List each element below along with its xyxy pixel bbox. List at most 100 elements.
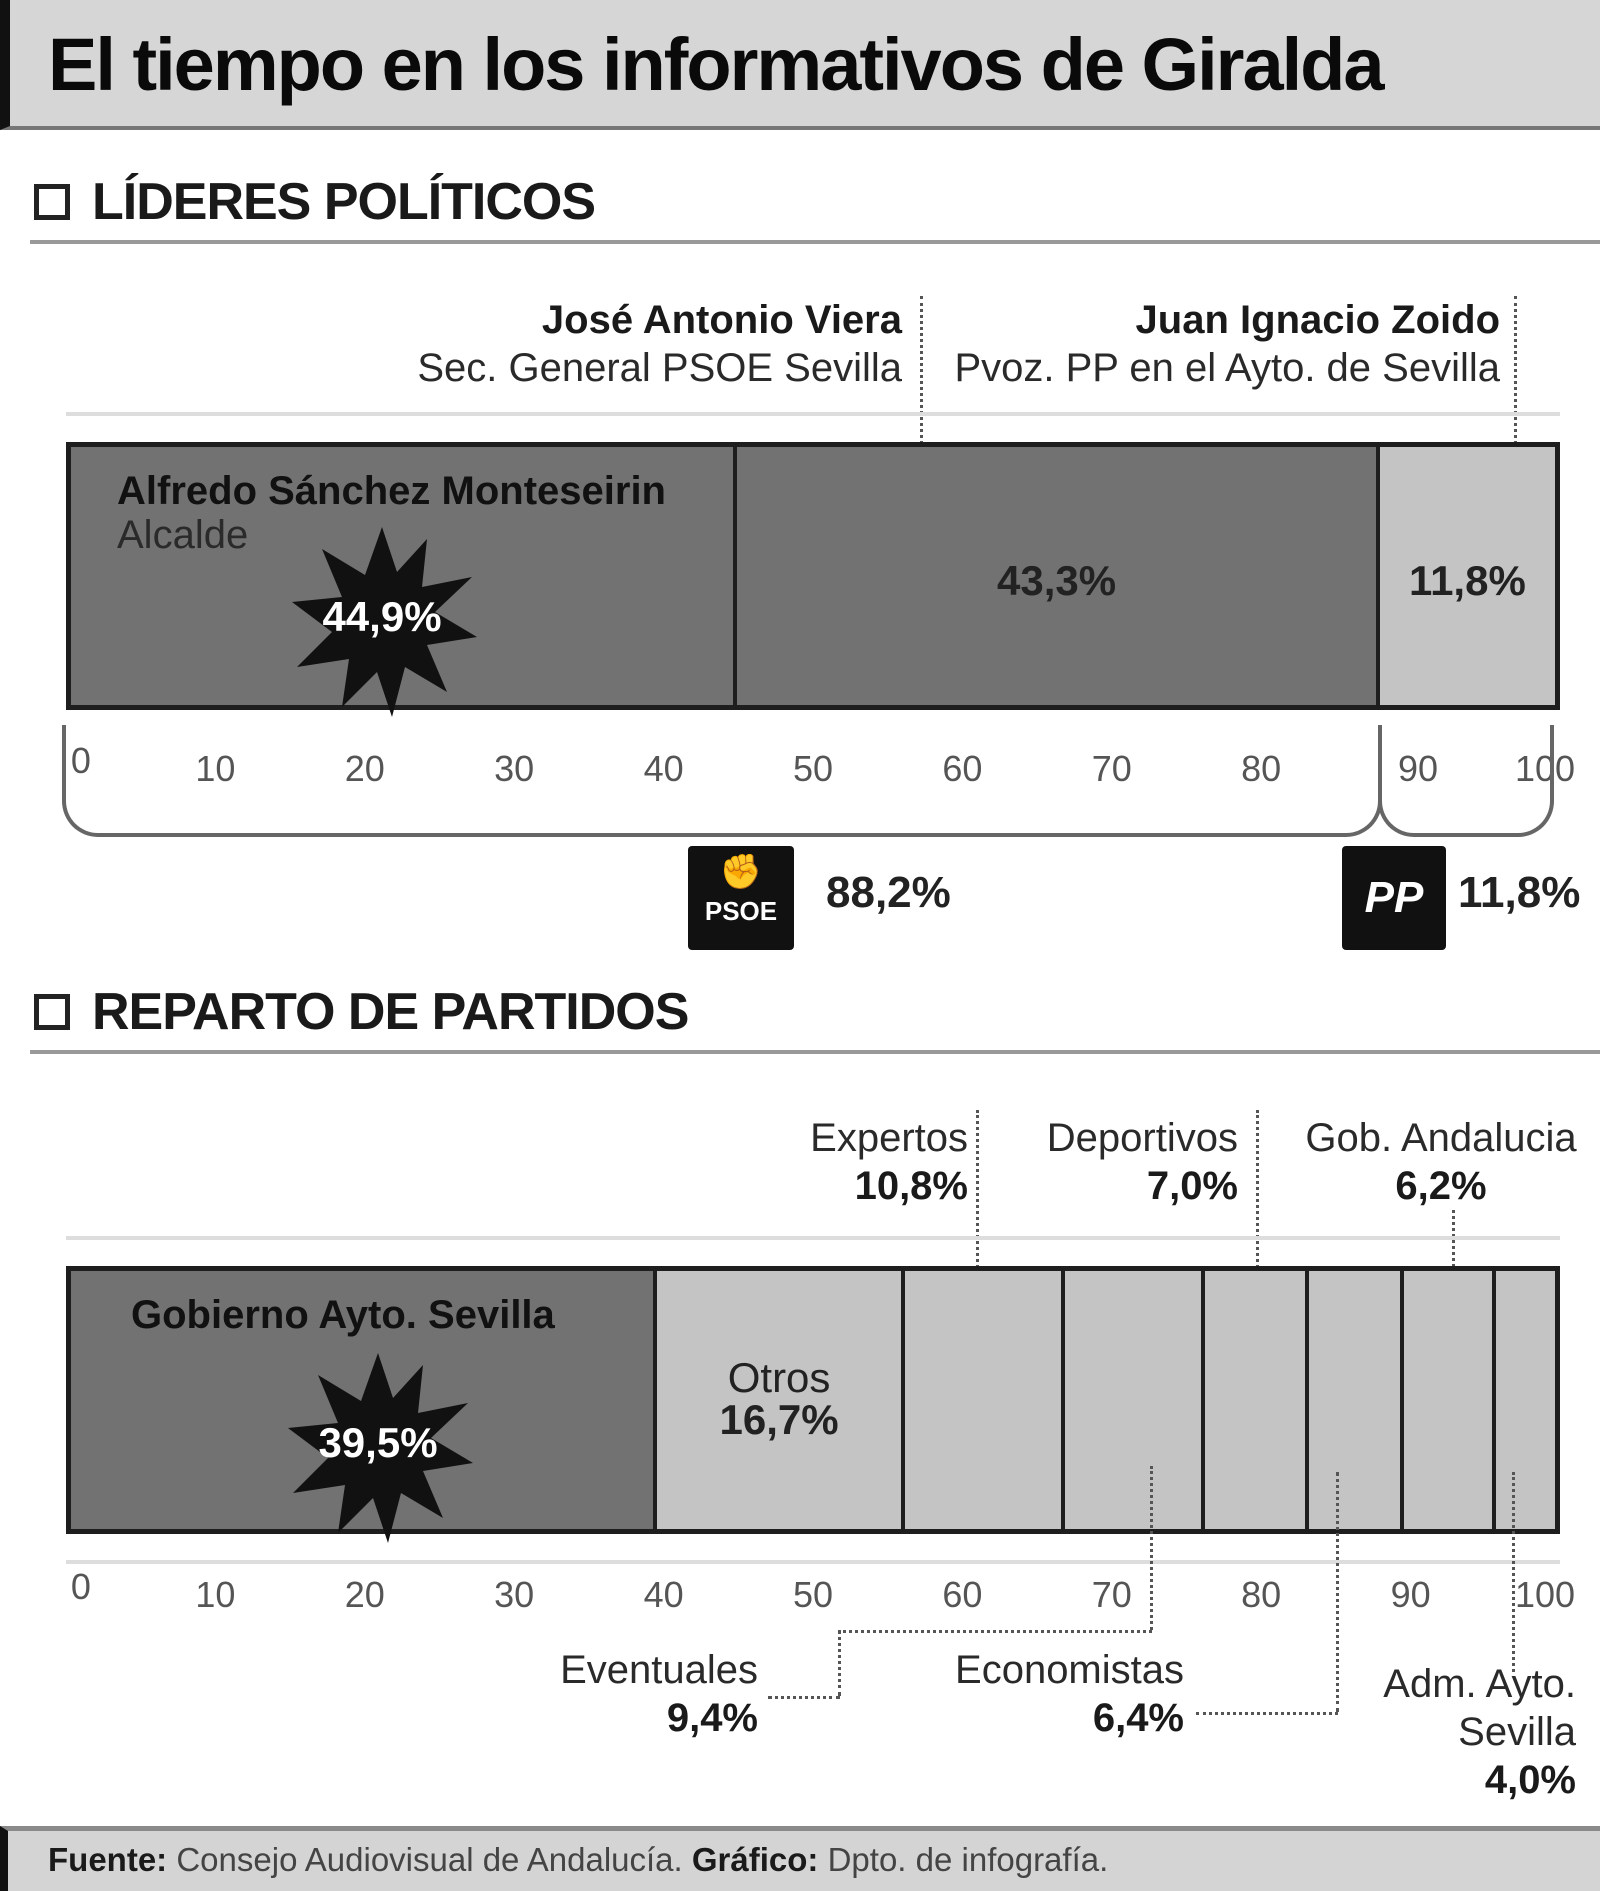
segment-name: Gobierno Ayto. Sevilla xyxy=(131,1293,555,1337)
grid-top xyxy=(66,412,1560,446)
pp-value: 11,8% xyxy=(1458,868,1581,917)
segment-gob-andalucia xyxy=(1403,1271,1496,1529)
leader-line xyxy=(768,1696,840,1699)
tick-label: 50 xyxy=(792,748,834,789)
tick-label: 80 xyxy=(1241,748,1282,789)
checkbox-square-icon xyxy=(34,184,70,220)
parties-bar: Gobierno Ayto. Sevilla 39,5% Otros 16,7% xyxy=(66,1266,1560,1543)
chart-title: El tiempo en los informativos de Giralda xyxy=(48,23,1385,106)
tick-label: 30 xyxy=(494,748,535,789)
segment-adm-ayto xyxy=(1495,1271,1555,1529)
starburst-icon xyxy=(288,1353,473,1543)
leader-line xyxy=(838,1630,841,1696)
segment-name: Alfredo Sánchez Monteseirin xyxy=(117,469,666,513)
grid-top xyxy=(66,1236,1560,1270)
segment-zoido: 11,8% xyxy=(1379,447,1555,705)
tick-label: 100 xyxy=(1515,1574,1576,1615)
leader-line xyxy=(920,296,923,516)
category-name: Economistas xyxy=(955,1648,1184,1692)
segment-value: 43,3% xyxy=(997,557,1117,604)
section-title: REPARTO DE PARTIDOS xyxy=(92,983,689,1041)
tick-label: 20 xyxy=(344,748,385,789)
axis-line xyxy=(66,1560,1560,1564)
tick-label: 80 xyxy=(1241,1574,1282,1615)
segment-deportivos xyxy=(1204,1271,1309,1529)
segment-viera: 43,3% xyxy=(737,447,1380,705)
pp-logo: PP xyxy=(1342,846,1446,950)
section-header-parties: REPARTO DE PARTIDOS xyxy=(30,980,1600,1054)
tick-label: 40 xyxy=(643,748,684,789)
starburst-icon xyxy=(292,527,477,717)
category-name: Sevilla xyxy=(1458,1710,1576,1754)
leader-line xyxy=(1196,1712,1338,1715)
tick-label: 20 xyxy=(344,1574,385,1615)
segment-expertos xyxy=(904,1271,1066,1529)
category-value: 6,2% xyxy=(1395,1164,1487,1208)
tick-label: 40 xyxy=(643,1574,684,1615)
leader-role: Sec. General PSOE Sevilla xyxy=(417,346,902,390)
section-header-leaders: LÍDERES POLÍTICOS xyxy=(30,170,1600,244)
category-value: 7,0% xyxy=(1146,1164,1238,1208)
segment-monteseirin: Alfredo Sánchez Monteseirin Alcalde 44,9… xyxy=(71,447,738,717)
category-name: Eventuales xyxy=(560,1648,758,1692)
psoe-logo: ✊ PSOE xyxy=(688,846,794,950)
tick-label: 70 xyxy=(1091,748,1132,789)
title-bar: El tiempo en los informativos de Giralda xyxy=(0,0,1600,130)
psoe-value: 88,2% xyxy=(826,868,951,917)
category-value: 9,4% xyxy=(666,1696,758,1740)
logo-text: PP xyxy=(1364,873,1424,922)
leader-role: Pvoz. PP en el Ayto. de Sevilla xyxy=(954,346,1500,390)
leader-line xyxy=(1150,1466,1153,1630)
segment-value: 39,5% xyxy=(318,1419,438,1466)
starburst-badge: 44,9% xyxy=(287,527,477,717)
tick-label: 60 xyxy=(942,1574,983,1615)
checkbox-square-icon xyxy=(34,994,70,1030)
brace-psoe xyxy=(62,725,1382,837)
segment-value: 44,9% xyxy=(322,593,442,640)
segment-name: Otros xyxy=(727,1354,831,1401)
segment-otros: Otros 16,7% xyxy=(657,1271,905,1529)
segment-gobierno-ayto: Gobierno Ayto. Sevilla 39,5% xyxy=(71,1271,658,1543)
starburst-badge: 39,5% xyxy=(283,1353,473,1543)
annotation-gob-andalucia: Gob. Andalucia 6,2% xyxy=(1296,1114,1586,1210)
footer: Fuente: Consejo Audiovisual de Andalucía… xyxy=(0,1826,1600,1891)
category-value: 4,0% xyxy=(1484,1758,1576,1802)
annotation-eventuales: Eventuales 9,4% xyxy=(560,1646,758,1742)
leaders-bar: Alfredo Sánchez Monteseirin Alcalde 44,9… xyxy=(66,442,1560,717)
graphic-text: Dpto. de infografía. xyxy=(827,1841,1109,1878)
tick-label: 60 xyxy=(942,748,983,789)
annotation-expertos: Expertos 10,8% xyxy=(810,1114,968,1210)
tick-label: 70 xyxy=(1091,1574,1132,1615)
source-label: Fuente: xyxy=(48,1841,168,1878)
leader-line xyxy=(1514,296,1517,516)
annotation-adm-ayto: Adm. Ayto. Sevilla 4,0% xyxy=(1383,1660,1576,1804)
leader-name: José Antonio Viera xyxy=(541,298,902,342)
segment-label: Otros 16,7% xyxy=(657,1357,901,1441)
category-name: Deportivos xyxy=(1046,1116,1238,1160)
category-value: 10,8% xyxy=(854,1164,968,1208)
annotation-viera: José Antonio Viera Sec. General PSOE Sev… xyxy=(417,296,902,392)
tick-label: 30 xyxy=(494,1574,535,1615)
tick-label: 10 xyxy=(195,748,236,789)
leader-line xyxy=(1336,1472,1339,1712)
leader-name: Juan Ignacio Zoido xyxy=(1135,298,1500,342)
footer-credits: Fuente: Consejo Audiovisual de Andalucía… xyxy=(48,1841,1108,1879)
brace-pp xyxy=(1378,725,1554,837)
annotation-zoido: Juan Ignacio Zoido Pvoz. PP en el Ayto. … xyxy=(954,296,1500,392)
annotation-economistas: Economistas 6,4% xyxy=(955,1646,1184,1742)
category-name: Gob. Andalucia xyxy=(1305,1116,1577,1160)
tick-label: 50 xyxy=(792,1574,834,1615)
category-value: 6,4% xyxy=(1092,1696,1184,1740)
segment-role: Alcalde xyxy=(117,513,249,557)
source-text: Consejo Audiovisual de Andalucía. xyxy=(176,1841,683,1878)
segment-value: 16,7% xyxy=(719,1396,839,1443)
section-title: LÍDERES POLÍTICOS xyxy=(92,173,596,231)
leader-line xyxy=(1256,1110,1259,1375)
tick-label: 10 xyxy=(195,1574,236,1615)
leader-line xyxy=(1512,1472,1515,1672)
tick-label: 90 xyxy=(1390,1574,1431,1615)
segment-eventuales xyxy=(1065,1271,1205,1529)
x-axis-parties: 0 10 20 30 40 50 60 70 80 90 100 xyxy=(66,1566,1575,1615)
graphic-label: Gráfico: xyxy=(691,1841,819,1878)
logo-text: PSOE xyxy=(704,896,778,926)
